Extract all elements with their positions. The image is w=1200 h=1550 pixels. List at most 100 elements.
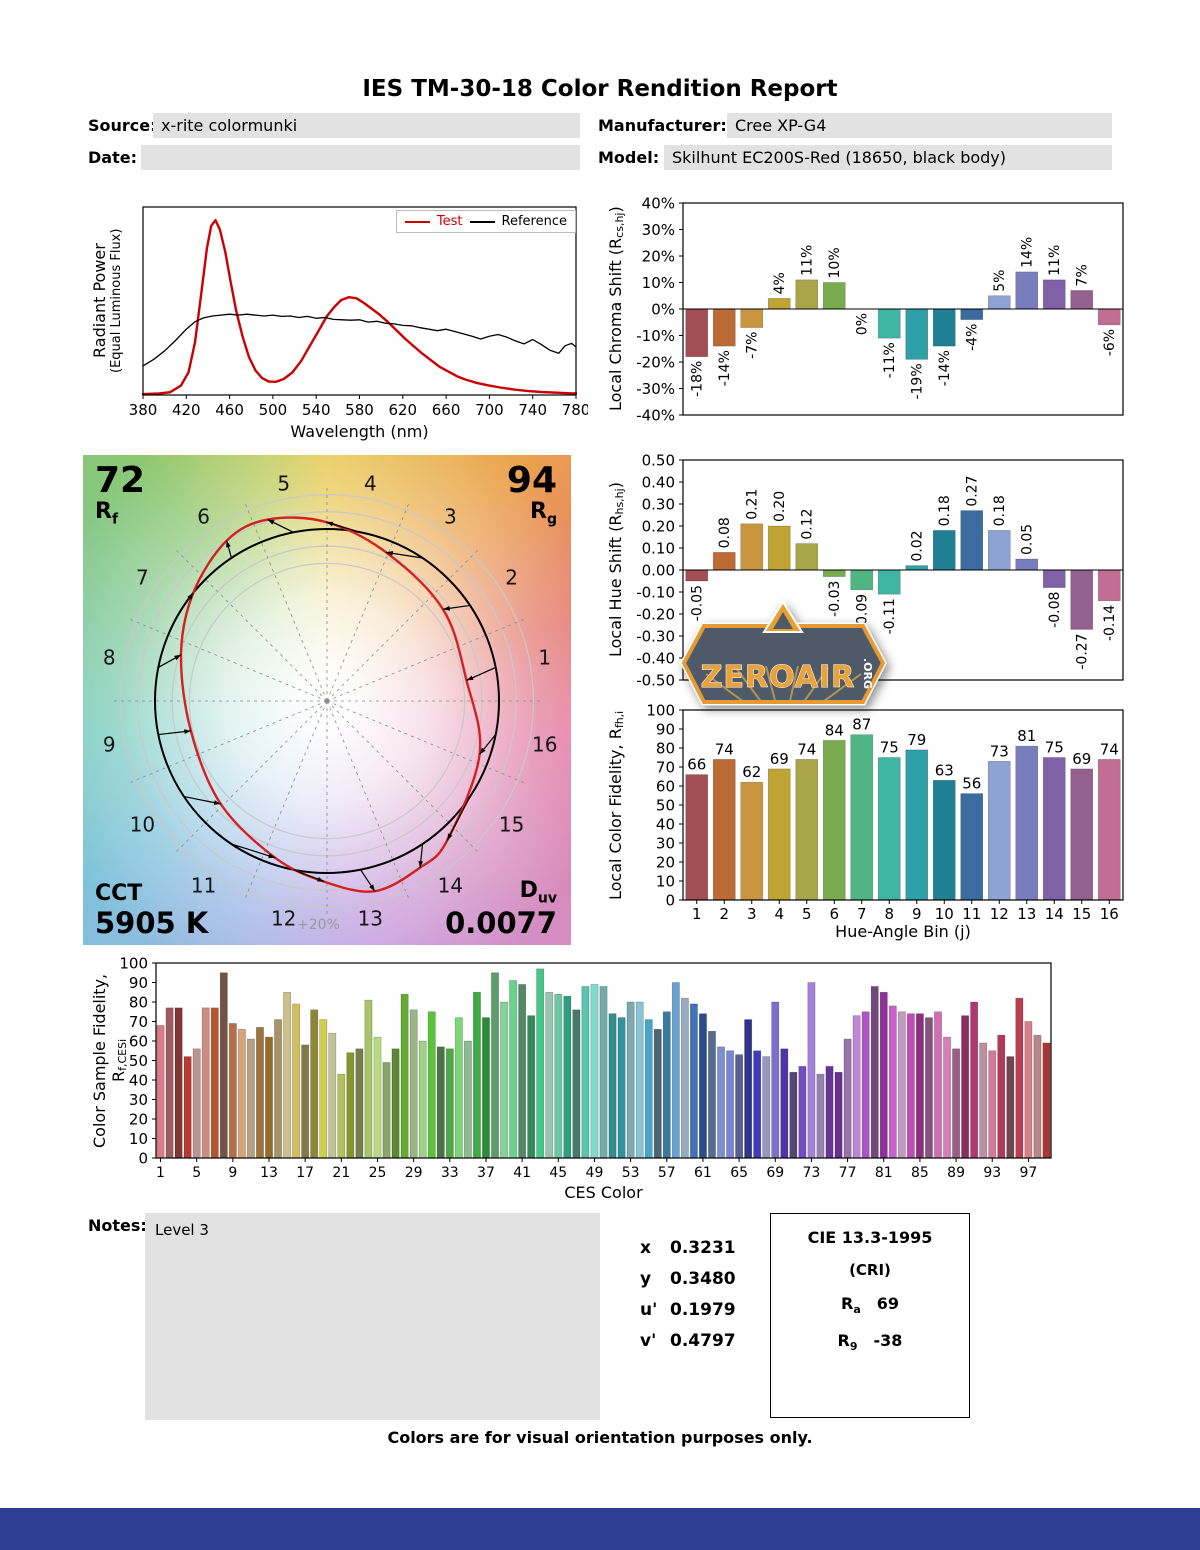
svg-text:0.02: 0.02 <box>910 530 926 561</box>
svg-text:63: 63 <box>935 761 954 779</box>
svg-text:53: 53 <box>622 1165 640 1181</box>
bar <box>987 530 1011 571</box>
svg-text:74: 74 <box>715 740 734 758</box>
bar <box>1015 745 1039 901</box>
bar <box>500 1001 508 1159</box>
zeroair-logo: ZEROAIR .ORG <box>676 596 891 731</box>
footer-disclaimer: Colors are for visual orientation purpos… <box>387 1428 813 1447</box>
spd-test-line <box>141 219 578 396</box>
localfid-plot: 100 90 80 70 60 50 40 30 20 10 0 66 1 74 2 62 3 69 4 74 5 84 6… <box>598 700 1138 949</box>
bar <box>735 1054 744 1159</box>
svg-text:80: 80 <box>129 993 148 1011</box>
local_fidelity-svg: 1009080706050403020100661742623694745846… <box>646 701 1124 923</box>
svg-text:0.50: 0.50 <box>642 452 675 469</box>
bar <box>822 740 846 901</box>
bar <box>925 1017 933 1159</box>
bar <box>445 1048 454 1159</box>
svg-text:45: 45 <box>549 1165 567 1181</box>
model-label: Model: <box>598 148 660 167</box>
bar <box>852 1015 861 1159</box>
chroma-plot: 40% 30% 20% 10% 0% -10% -20% -30% -40% -18% -14% -7… <box>598 194 1138 449</box>
hue-bin-number: 11 <box>191 874 216 898</box>
bar <box>337 1073 346 1159</box>
svg-text:60: 60 <box>656 777 675 795</box>
hue-bin-number: 5 <box>277 471 290 495</box>
bar <box>617 1017 626 1159</box>
bar <box>780 1048 789 1159</box>
cvg-plot: 1 2 3 4 5 6 7 8 9 10 11 12 13 14 15 16 <box>83 455 571 949</box>
svg-text:7: 7 <box>857 905 867 923</box>
svg-text:20%: 20% <box>642 247 675 265</box>
svg-text:0.12: 0.12 <box>800 508 816 539</box>
svg-text:10: 10 <box>129 1130 148 1148</box>
bar <box>1042 1042 1051 1159</box>
bar <box>1097 759 1121 901</box>
svg-text:25: 25 <box>369 1165 387 1181</box>
bar <box>1042 279 1066 310</box>
bar <box>192 1048 201 1159</box>
svg-text:77: 77 <box>839 1165 857 1181</box>
bar <box>436 1046 445 1159</box>
hue-bin-number: 14 <box>438 874 463 898</box>
bar <box>418 1040 427 1159</box>
svg-text:81: 81 <box>875 1165 893 1181</box>
bar <box>183 1056 192 1159</box>
local-chroma-shift-chart: Local Chroma Shift (Rcs,hj) 40% 30% 20% 10%… <box>598 194 1138 445</box>
svg-text:15: 15 <box>1072 905 1091 923</box>
bar <box>795 543 819 571</box>
svg-text:-0.30: -0.30 <box>636 627 675 645</box>
bar <box>174 1007 183 1159</box>
svg-text:11%: 11% <box>1047 245 1063 276</box>
hue-plot: 0.50 0.40 0.30 0.20 0.10 0.00 -0.10 -0.20 -0.30-… <box>598 451 1138 712</box>
bar <box>807 982 816 1159</box>
zeroair-logo-badge: ZEROAIR .ORG <box>680 600 887 706</box>
svg-text:13: 13 <box>260 1165 278 1181</box>
bar <box>685 774 709 901</box>
svg-text:33: 33 <box>441 1165 459 1181</box>
bar <box>1097 569 1121 602</box>
svg-text:10%: 10% <box>827 247 843 278</box>
bar <box>997 1034 1006 1159</box>
bar <box>960 510 984 571</box>
svg-text:75: 75 <box>1045 739 1064 757</box>
hue-bin-number: 2 <box>505 566 518 590</box>
svg-text:10: 10 <box>656 872 675 890</box>
bar <box>427 1011 436 1159</box>
chromaticity-x: x 0.3231 <box>640 1238 736 1258</box>
svg-text:100: 100 <box>646 701 675 719</box>
svg-text:-0.40: -0.40 <box>636 649 675 667</box>
bar <box>1042 569 1066 588</box>
hue-bin-number: 15 <box>499 812 524 836</box>
hue-bin-number: 4 <box>364 471 377 495</box>
localfid-y-axis-label: Local Color Fidelity, Rfh,i <box>606 710 627 900</box>
bar <box>960 793 984 901</box>
bar <box>382 1062 391 1159</box>
hue_shift-svg: 0.500.400.300.200.100.00-0.10-0.20-0.30-… <box>636 451 1124 689</box>
duv-value: Duv 0.0077 <box>445 877 557 940</box>
bar <box>536 968 545 1159</box>
bar <box>905 749 929 901</box>
svg-text:3: 3 <box>747 905 757 923</box>
bar <box>554 993 563 1159</box>
bar <box>767 525 791 571</box>
bar <box>753 1050 762 1159</box>
bar <box>680 997 689 1159</box>
bar <box>1015 558 1039 571</box>
chromaticity-v-prime: v' 0.4797 <box>640 1331 736 1351</box>
bar <box>1070 290 1094 310</box>
svg-text:74: 74 <box>797 740 816 758</box>
bar <box>712 308 736 347</box>
bar <box>717 1046 725 1159</box>
svg-text:-6%: -6% <box>1102 329 1118 356</box>
bar <box>762 1056 771 1159</box>
bar <box>1070 768 1094 901</box>
bar <box>662 1011 671 1159</box>
manufacturer-label: Manufacturer: <box>598 116 727 135</box>
bar <box>905 565 929 571</box>
bar <box>644 1019 653 1159</box>
svg-text:420: 420 <box>172 401 201 419</box>
svg-text:11%: 11% <box>800 245 816 276</box>
bar <box>400 993 409 1159</box>
bar <box>473 991 481 1159</box>
bar <box>237 1029 246 1159</box>
